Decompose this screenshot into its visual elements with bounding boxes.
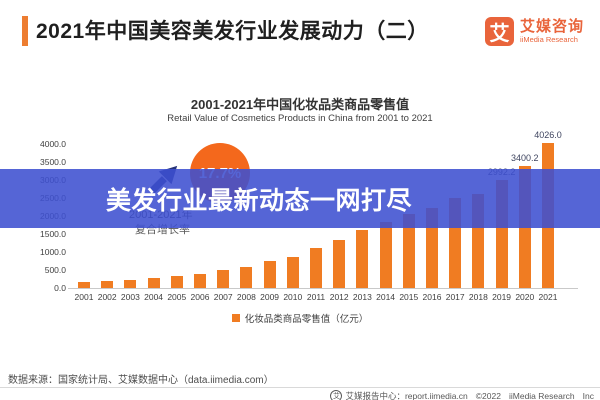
chart-subtitle: Retail Value of Cosmetics Products in Ch… <box>167 113 433 124</box>
bar-2007 <box>217 270 230 288</box>
bar-2001 <box>78 281 90 288</box>
x-tick-2018: 2018 <box>468 292 488 302</box>
headline-overlay-band: 美发行业最新动态一网打尽 <box>0 169 600 228</box>
x-tick-2002: 2002 <box>97 292 117 302</box>
x-tick-2019: 2019 <box>492 292 512 302</box>
bar-value-label-2021: 4026.0 <box>534 130 562 141</box>
x-tick-2016: 2016 <box>422 292 442 302</box>
x-tick-2013: 2013 <box>352 292 372 302</box>
legend-label: 化妆品类商品零售值（亿元） <box>244 314 369 325</box>
bar-2006 <box>194 274 206 288</box>
bar-2008 <box>240 266 253 288</box>
iimedia-badge-icon: 艾 <box>330 390 343 400</box>
company-name: iiMedia Research <box>508 391 575 400</box>
bar-2012 <box>333 239 346 288</box>
y-tick-1000.0: 1000.0 <box>40 247 66 257</box>
bar-2011 <box>310 248 322 288</box>
bar-2002 <box>101 281 114 288</box>
y-tick-3500.0: 3500.0 <box>40 157 66 167</box>
x-tick-2021: 2021 <box>538 292 558 302</box>
bar-2015 <box>402 214 415 288</box>
x-tick-2012: 2012 <box>329 292 349 302</box>
bar-value-label-2020: 3400.2 <box>511 152 539 163</box>
chart-title: 2001-2021年中国化妆品类商品零售值 <box>190 97 410 112</box>
x-tick-2009: 2009 <box>260 292 280 302</box>
iimedia-logo-icon: 艾 <box>484 17 514 46</box>
bar-2016 <box>426 208 438 288</box>
x-tick-2006: 2006 <box>190 292 210 302</box>
footer-report-line: 艾 艾媒报告中心：report.iimedia.cn ©2022 iiMedia… <box>330 390 594 400</box>
report-center: 艾媒报告中心：report.iimedia.cn <box>345 391 468 400</box>
page-title: 2021年中国美容美发行业发展动力（二） <box>36 20 429 43</box>
logo-name-en: iiMedia Research <box>519 35 578 44</box>
x-tick-2005: 2005 <box>167 292 187 302</box>
x-tick-2011: 2011 <box>306 292 326 302</box>
bar-2005 <box>170 276 183 288</box>
x-tick-2020: 2020 <box>515 292 535 302</box>
bar-2010 <box>286 256 299 288</box>
company-suffix: Inc <box>582 391 594 400</box>
x-tick-2014: 2014 <box>376 292 396 302</box>
iimedia-logo: 艾 艾媒咨询 iiMedia Research <box>484 17 584 46</box>
bar-2004 <box>147 277 160 288</box>
bar-2014 <box>379 222 392 288</box>
x-tick-2001: 2001 <box>74 292 94 302</box>
y-tick-500.0: 500.0 <box>44 265 66 275</box>
x-tick-2007: 2007 <box>213 292 233 302</box>
bar-2003 <box>124 280 137 288</box>
x-tick-2003: 2003 <box>120 292 140 302</box>
logo-name-cn: 艾媒咨询 <box>519 18 584 35</box>
x-tick-2015: 2015 <box>399 292 419 302</box>
y-tick-0.0: 0.0 <box>54 283 66 293</box>
x-tick-2010: 2010 <box>283 292 303 302</box>
chart-legend: 化妆品类商品零售值（亿元） <box>0 311 600 325</box>
x-axis-line <box>68 288 578 289</box>
footer-divider <box>0 387 600 388</box>
bar-2009 <box>263 261 276 288</box>
data-source: 数据来源：国家统计局、艾媒数据中心（data.iimedia.com） <box>8 375 274 386</box>
x-tick-2017: 2017 <box>445 292 465 302</box>
overlay-headline: 美发行业最新动态一网打尽 <box>106 186 413 215</box>
legend-swatch-icon <box>231 314 240 322</box>
bar-2013 <box>356 229 369 288</box>
title-accent-bar <box>22 16 28 46</box>
x-tick-2008: 2008 <box>236 292 256 302</box>
y-tick-4000.0: 4000.0 <box>40 139 66 149</box>
x-tick-2004: 2004 <box>144 292 164 302</box>
copyright: ©2022 <box>475 391 501 400</box>
y-tick-1500.0: 1500.0 <box>40 229 66 239</box>
